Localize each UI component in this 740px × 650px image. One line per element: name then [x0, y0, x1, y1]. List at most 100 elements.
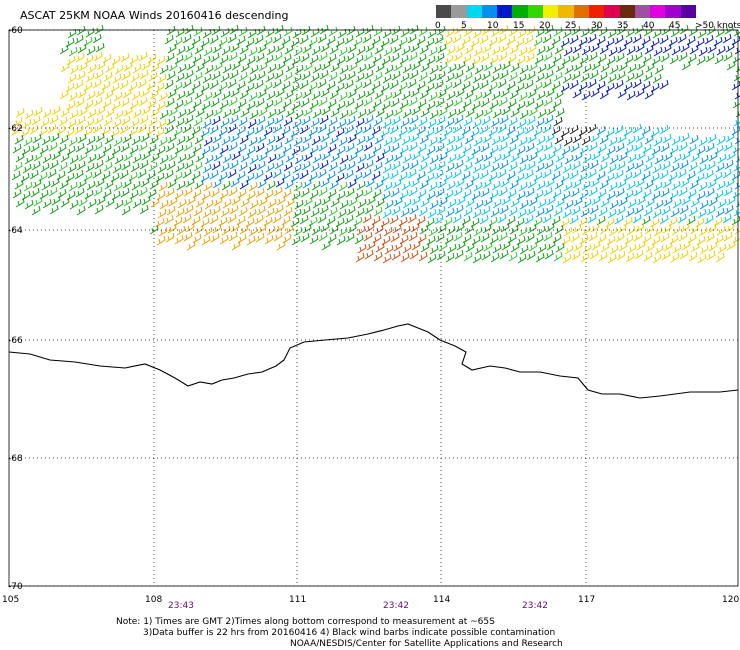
wind-barb [455, 132, 465, 143]
wind-barb [660, 232, 670, 243]
wind-barb [411, 150, 421, 161]
wind-barb [425, 172, 435, 183]
wind-barb [380, 82, 390, 93]
wind-barb [420, 197, 430, 208]
wind-barb [668, 216, 678, 227]
wind-barb [635, 222, 645, 233]
wind-barb [318, 141, 328, 152]
wind-barb [528, 106, 538, 117]
wind-barb [355, 27, 365, 38]
wind-barb [248, 226, 258, 237]
wind-barb [300, 187, 310, 198]
wind-barb [725, 177, 735, 188]
wind-barb [625, 162, 635, 173]
wind-barb [679, 249, 689, 260]
wind-barb [321, 240, 331, 251]
wind-barb [168, 151, 178, 162]
wind-barb [329, 89, 339, 100]
wind-barb [371, 215, 381, 226]
wind-barb [582, 243, 592, 254]
pass-time: 23:42 [383, 601, 409, 611]
wind-barb [535, 252, 545, 263]
wind-barb [330, 197, 340, 208]
wind-barb [615, 232, 625, 243]
wind-barb [515, 127, 525, 138]
wind-barb [528, 241, 538, 252]
wind-barb [696, 55, 706, 66]
legend-swatch [680, 5, 697, 18]
wind-barb [113, 181, 123, 192]
wind-barb [173, 36, 183, 47]
wind-barb [355, 207, 365, 218]
wind-barb [617, 223, 627, 234]
wind-barb [527, 43, 537, 54]
wind-barb [182, 168, 192, 179]
wind-barb [336, 235, 346, 246]
wind-barb [32, 133, 42, 144]
wind-barb [401, 225, 411, 236]
wind-barb [626, 180, 636, 191]
wind-barb [183, 96, 193, 107]
wind-barb [275, 132, 285, 143]
wind-barb [723, 186, 733, 197]
wind-barb [569, 34, 579, 45]
wind-barb [119, 169, 129, 180]
wind-barb [472, 208, 482, 219]
wind-barb [517, 118, 527, 129]
wind-barb [346, 160, 356, 171]
wind-barb [335, 127, 345, 138]
wind-barb [327, 53, 337, 64]
wind-barb [636, 150, 646, 161]
wind-barb [338, 181, 348, 192]
wind-barb [383, 181, 393, 192]
wind-barb [543, 96, 553, 107]
wind-barb [291, 100, 301, 111]
wind-barb [139, 204, 149, 215]
wind-barb [258, 196, 268, 207]
wind-barb [39, 189, 49, 200]
wind-barb [689, 179, 699, 190]
wind-barb [535, 162, 545, 173]
wind-barb [491, 135, 501, 146]
wind-barb [141, 150, 151, 161]
wind-barb [731, 170, 740, 181]
wind-barb [498, 231, 508, 242]
wind-barb [272, 33, 282, 44]
wind-barb [22, 118, 32, 129]
wind-barb [452, 123, 462, 134]
wind-barb [222, 63, 232, 74]
wind-barb [632, 168, 642, 179]
wind-barb [625, 252, 635, 263]
wind-barb [410, 42, 420, 53]
wind-barb [38, 171, 48, 182]
wind-barb [555, 62, 565, 73]
wind-barb [416, 125, 426, 136]
wind-barb [254, 214, 264, 225]
wind-barb [636, 60, 646, 71]
wind-barb [237, 143, 247, 154]
wind-barb [596, 80, 606, 91]
wind-barb [129, 54, 139, 65]
wind-barb [31, 160, 41, 171]
wind-barb [482, 178, 492, 189]
wind-barb [354, 54, 364, 65]
wind-barb [375, 107, 385, 118]
wind-barb [689, 44, 699, 55]
wind-barb [715, 207, 725, 218]
wind-barb [471, 100, 481, 111]
wind-barb [543, 186, 553, 197]
wind-barb [56, 125, 66, 136]
wind-barb [218, 126, 228, 137]
wind-barb [409, 24, 419, 35]
wind-barb [60, 62, 70, 73]
wind-barb [311, 45, 321, 56]
wind-barb [490, 162, 500, 173]
wind-barb [605, 217, 615, 228]
wind-barb [375, 197, 385, 208]
wind-barb [725, 42, 735, 53]
wind-barb [542, 168, 552, 179]
wind-barb [147, 188, 157, 199]
wind-barb [229, 69, 239, 80]
wind-barb [731, 80, 740, 91]
wind-barb [164, 214, 174, 225]
